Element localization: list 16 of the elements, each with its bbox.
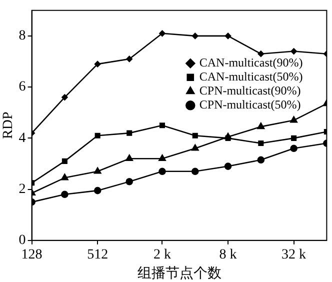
y-axis-title: RDP — [1, 112, 16, 140]
y-tick-label: 4 — [18, 130, 26, 146]
y-tick-label: 6 — [18, 80, 26, 95]
x-tick-label: 32 k — [282, 247, 306, 262]
x-tick-label: 8 k — [219, 247, 237, 262]
x-axis-title: 组播节点个数 — [137, 265, 222, 282]
y-tick-label: 2 — [18, 182, 26, 197]
x-tick-label: 128 — [21, 247, 42, 262]
legend-label: CPN-multicast(90%) — [199, 84, 301, 98]
x-tick-label: 512 — [87, 247, 108, 262]
x-tick-label: 2 k — [153, 247, 171, 262]
legend-label: CPN-multicast(50%) — [199, 98, 301, 112]
y-tick-label: 8 — [18, 28, 26, 44]
legend-label: CAN-multicast(50%) — [199, 70, 303, 84]
legend-label: CAN-multicast(90%) — [199, 56, 303, 70]
y-tick-label: 0 — [18, 233, 26, 248]
